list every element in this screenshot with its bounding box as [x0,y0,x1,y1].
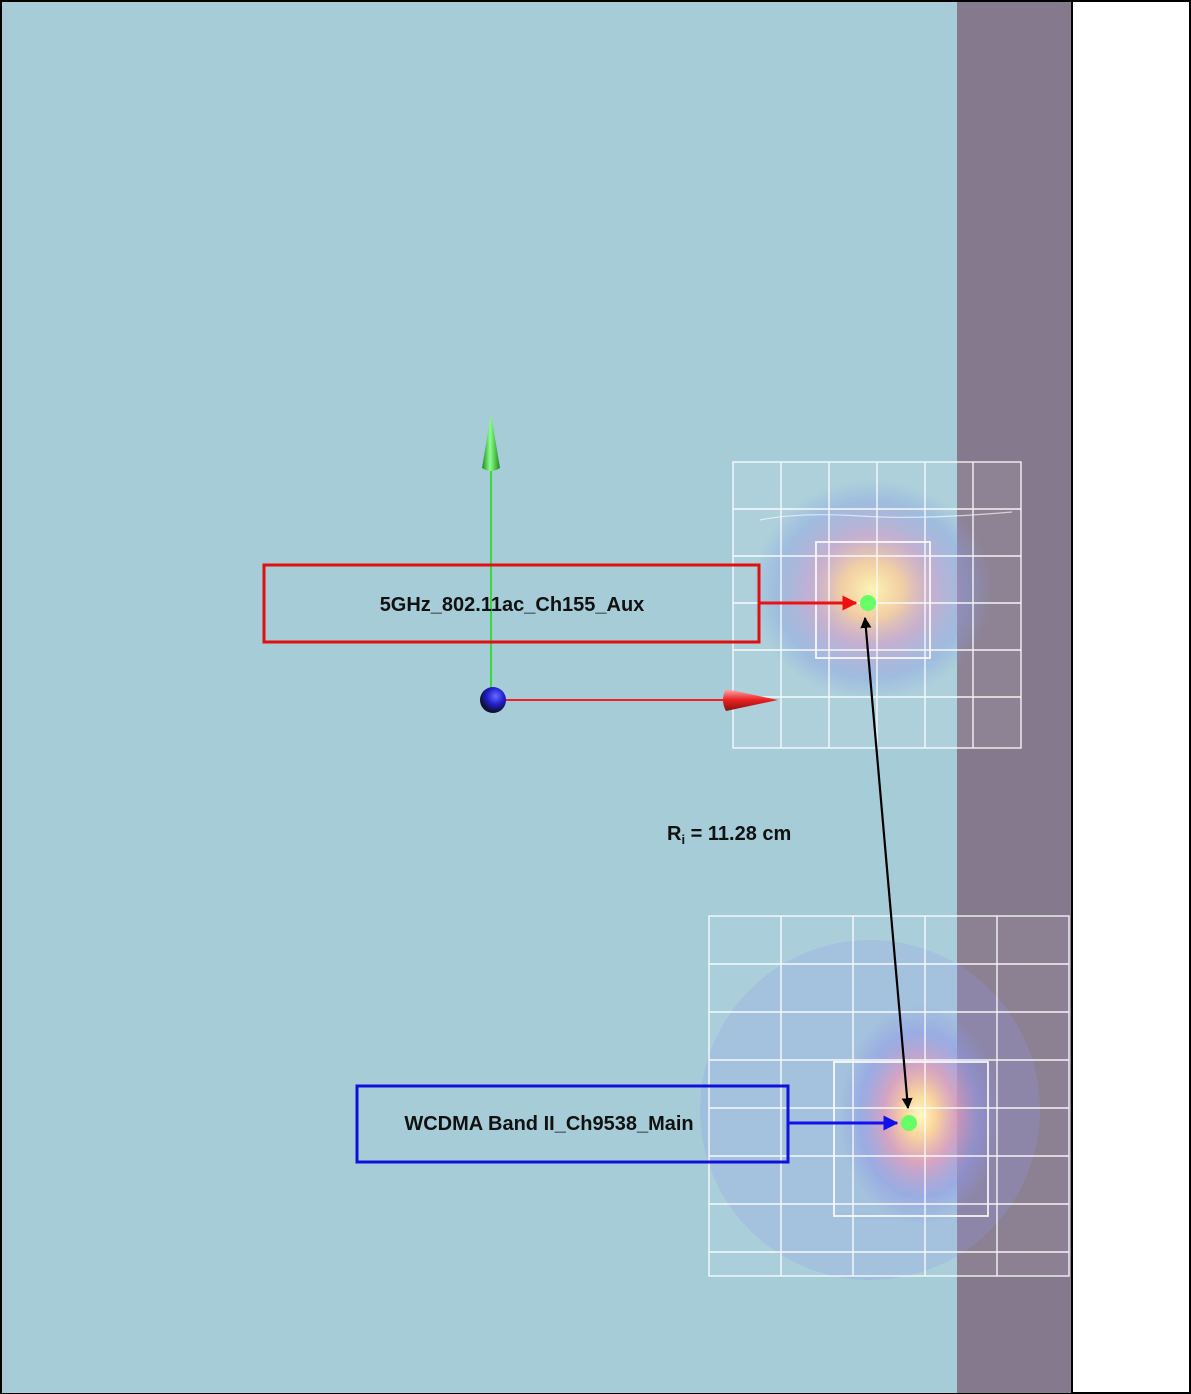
separation-distance-label: Ri = 11.28 cm [667,823,791,847]
red-cone-arrow-icon [723,689,778,711]
separation-arrow [860,616,913,1110]
aux-antenna-label: 5GHz_802.11ac_Ch155_Aux [380,594,645,616]
distance-subscript: i [681,832,685,847]
distance-symbol: R [667,823,682,845]
main-peak-point [901,1115,917,1131]
main-scan-area [700,915,1070,1280]
coordinate-axes [480,414,778,713]
main-antenna-callout: WCDMA Band II_Ch9538_Main [355,1084,899,1164]
main-antenna-label: WCDMA Band II_Ch9538_Main [404,1113,693,1135]
green-cone-arrow-icon [482,414,500,471]
axis-origin-sphere-icon [480,687,506,713]
aux-peak-point [860,595,876,611]
aux-antenna-callout: 5GHz_802.11ac_Ch155_Aux [262,563,858,644]
distance-value: = 11.28 cm [685,823,791,845]
aux-scan-area [732,461,1022,749]
